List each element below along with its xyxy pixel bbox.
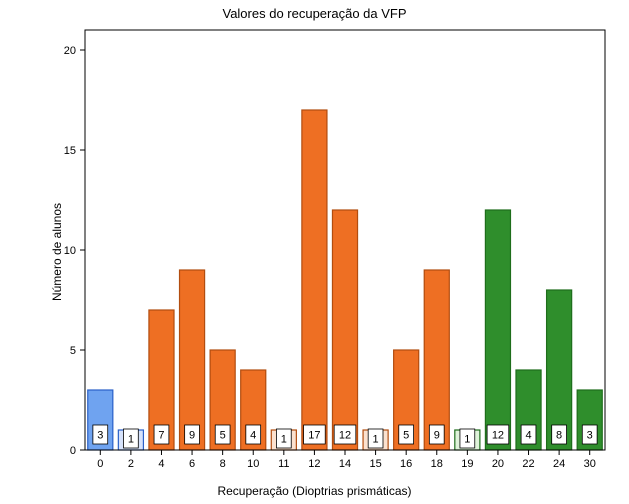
x-tick-label: 24: [553, 458, 565, 470]
chart-container: Valores do recuperação da VFP Número de …: [0, 0, 629, 504]
y-tick-label: 15: [64, 145, 76, 157]
bar-value-label: 4: [250, 429, 256, 441]
bar-value-label: 5: [220, 429, 226, 441]
bar: [424, 270, 449, 450]
y-axis-label: Número de alunos: [50, 203, 64, 301]
x-tick-label: 0: [97, 458, 103, 470]
bar: [332, 210, 357, 450]
x-tick-label: 14: [339, 458, 351, 470]
x-tick-label: 30: [584, 458, 596, 470]
bar-value-label: 3: [97, 429, 103, 441]
x-tick-label: 15: [369, 458, 381, 470]
y-tick-label: 10: [64, 245, 76, 257]
bar-value-label: 9: [434, 429, 440, 441]
x-tick-label: 12: [308, 458, 320, 470]
x-tick-label: 4: [158, 458, 164, 470]
bar-value-label: 8: [556, 429, 562, 441]
bar-value-label: 1: [373, 433, 379, 445]
x-tick-label: 19: [461, 458, 473, 470]
bar-value-label: 1: [464, 433, 470, 445]
bar-value-label: 3: [587, 429, 593, 441]
x-tick-label: 16: [400, 458, 412, 470]
x-tick-label: 20: [492, 458, 504, 470]
x-tick-label: 18: [431, 458, 443, 470]
bar-value-label: 1: [281, 433, 287, 445]
bar-value-label: 9: [189, 429, 195, 441]
y-tick-label: 20: [64, 45, 76, 57]
x-tick-label: 8: [220, 458, 226, 470]
bar-value-label: 7: [158, 429, 164, 441]
bar-value-label: 5: [403, 429, 409, 441]
bar-chart-svg: 0510152003214769851041111217141215116518…: [0, 0, 629, 504]
bar-value-label: 4: [525, 429, 531, 441]
bar-value-label: 17: [308, 429, 320, 441]
y-tick-label: 5: [70, 345, 76, 357]
bar-value-label: 1: [128, 433, 134, 445]
x-tick-label: 10: [247, 458, 259, 470]
x-tick-label: 11: [278, 458, 289, 470]
chart-title: Valores do recuperação da VFP: [0, 6, 629, 21]
x-tick-label: 6: [189, 458, 195, 470]
bar-value-label: 12: [339, 429, 351, 441]
bar-value-label: 12: [492, 429, 504, 441]
x-tick-label: 2: [128, 458, 134, 470]
bar: [180, 270, 205, 450]
x-axis-label: Recuperação (Dioptrias prismáticas): [0, 484, 629, 498]
y-tick-label: 0: [70, 445, 76, 457]
bar: [302, 110, 327, 450]
x-tick-label: 22: [522, 458, 534, 470]
bar: [485, 210, 510, 450]
